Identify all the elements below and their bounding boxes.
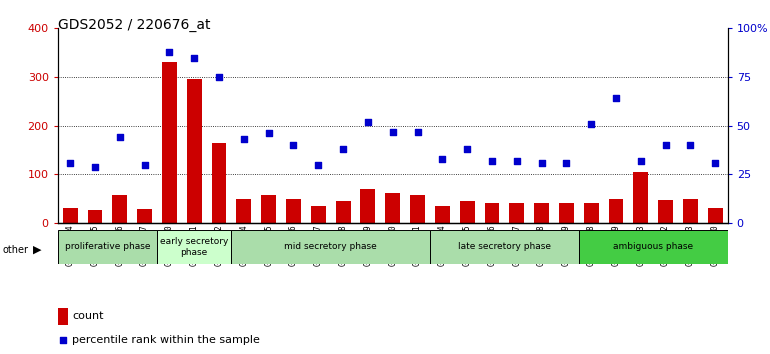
Bar xyxy=(286,199,301,223)
Point xyxy=(312,162,324,167)
Text: percentile rank within the sample: percentile rank within the sample xyxy=(72,335,260,346)
Text: mid secretory phase: mid secretory phase xyxy=(284,242,377,251)
Bar xyxy=(360,189,375,223)
Text: proliferative phase: proliferative phase xyxy=(65,242,150,251)
Point xyxy=(634,158,647,164)
Bar xyxy=(608,199,624,223)
Point xyxy=(561,160,573,166)
Point xyxy=(89,164,101,170)
Bar xyxy=(112,195,127,223)
Bar xyxy=(232,230,430,264)
Point xyxy=(436,156,448,161)
Point xyxy=(387,129,399,134)
Text: GDS2052 / 220676_at: GDS2052 / 220676_at xyxy=(58,18,210,32)
Text: ▶: ▶ xyxy=(33,245,42,255)
Bar xyxy=(261,195,276,223)
Text: early secretory
phase: early secretory phase xyxy=(160,237,229,257)
Point xyxy=(659,142,671,148)
Point xyxy=(685,142,697,148)
Point xyxy=(337,146,350,152)
Point xyxy=(188,55,200,60)
Bar xyxy=(88,210,102,223)
Point xyxy=(362,119,374,125)
Point xyxy=(585,121,598,127)
Bar xyxy=(58,230,157,264)
Bar xyxy=(430,230,579,264)
Text: count: count xyxy=(72,312,104,321)
Bar xyxy=(336,201,350,223)
Text: other: other xyxy=(2,245,28,255)
Bar xyxy=(579,230,728,264)
Text: late secretory phase: late secretory phase xyxy=(458,242,551,251)
Bar xyxy=(236,199,251,223)
Point xyxy=(139,162,151,167)
Point xyxy=(238,136,250,142)
Bar xyxy=(212,143,226,223)
Point xyxy=(411,129,424,134)
Point xyxy=(486,158,498,164)
Bar xyxy=(584,202,598,223)
Point xyxy=(114,135,126,140)
Bar xyxy=(187,79,202,223)
Point xyxy=(213,74,225,80)
Bar xyxy=(385,193,400,223)
Bar xyxy=(137,210,152,223)
Point xyxy=(163,49,176,55)
Point xyxy=(57,337,69,343)
Bar xyxy=(509,202,524,223)
Bar xyxy=(62,209,78,223)
Text: ambiguous phase: ambiguous phase xyxy=(613,242,693,251)
Bar xyxy=(534,202,549,223)
Bar xyxy=(311,206,326,223)
Bar xyxy=(484,202,500,223)
Point xyxy=(287,142,300,148)
Bar xyxy=(683,199,698,223)
Point xyxy=(461,146,474,152)
Bar xyxy=(435,206,450,223)
Point xyxy=(511,158,523,164)
Bar xyxy=(410,195,425,223)
Bar xyxy=(708,209,723,223)
Point xyxy=(263,131,275,136)
Point xyxy=(64,160,76,166)
Bar xyxy=(58,308,69,325)
Bar xyxy=(157,230,232,264)
Point xyxy=(709,160,721,166)
Point xyxy=(610,96,622,101)
Bar xyxy=(634,172,648,223)
Bar xyxy=(658,200,673,223)
Bar xyxy=(162,62,177,223)
Bar xyxy=(559,202,574,223)
Point xyxy=(535,160,547,166)
Bar xyxy=(460,201,474,223)
